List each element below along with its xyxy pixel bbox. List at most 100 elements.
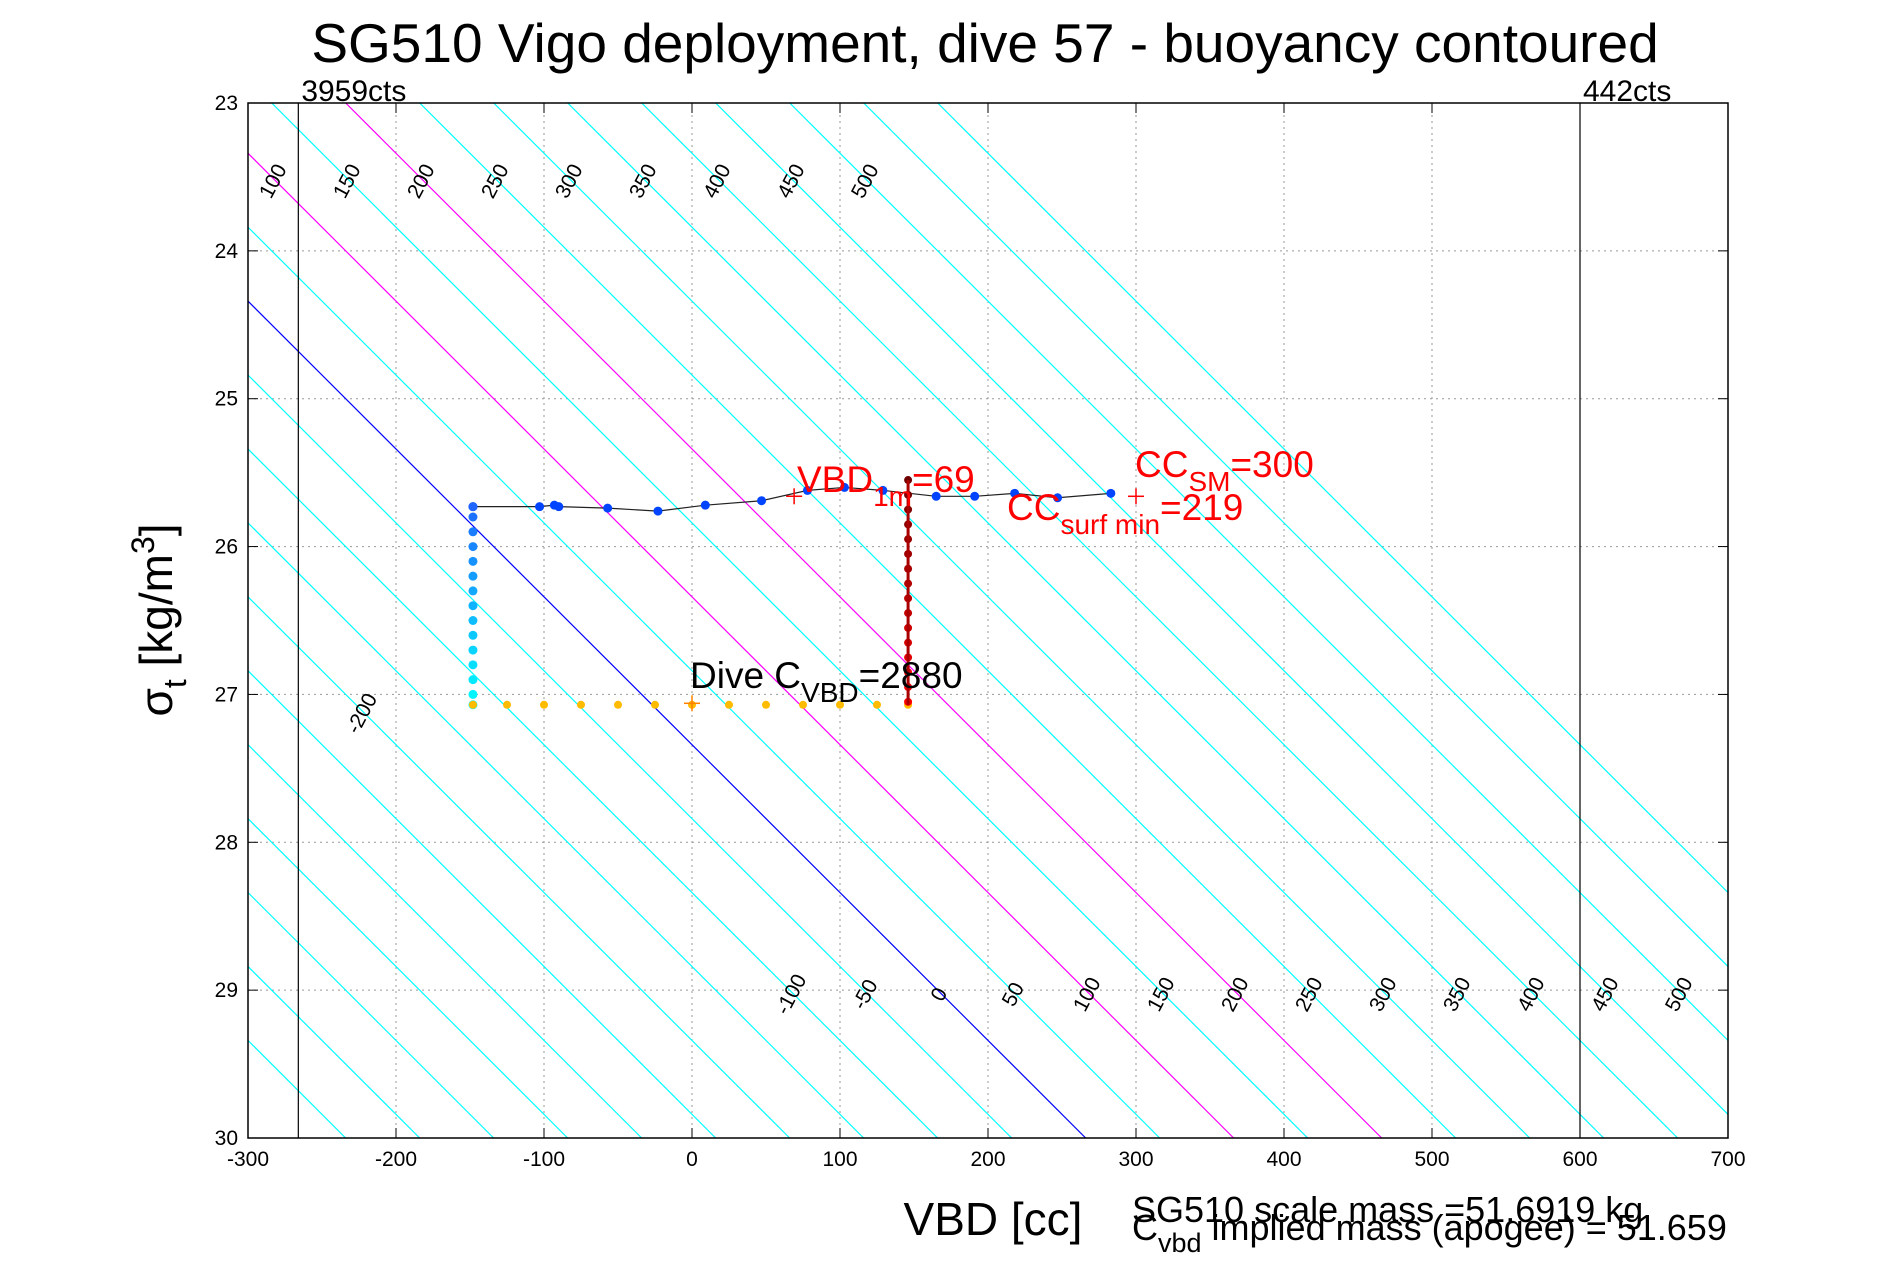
y-tick-label: 24: [215, 240, 239, 263]
footer-implied-mass: Cvbd implied mass (apogee) = 51.659: [1132, 1207, 1727, 1258]
bottom-point: [873, 700, 881, 709]
cc-sm-value: =300: [1230, 444, 1313, 485]
cc-surf-main: CC: [1007, 487, 1060, 528]
dive-point: [931, 491, 941, 501]
contour-line: [248, 448, 939, 1138]
y-axis-label-symbol: σ: [130, 688, 182, 716]
footer-scale-mass: SG510 scale mass =51.6919 kg: [1132, 1189, 1643, 1230]
climb-point: [468, 542, 478, 552]
dive-point: [1053, 493, 1063, 503]
dive-point: [653, 506, 663, 516]
contour-line: [248, 595, 791, 1138]
contour-line: [345, 103, 1383, 1138]
climb-point: [468, 527, 478, 537]
climb-point: [468, 512, 478, 522]
climb-point: [468, 586, 478, 596]
annotation-cc-sm: CCSM=300: [1135, 444, 1314, 497]
dive-point: [970, 491, 980, 501]
bottom-point: [614, 700, 622, 709]
dive-point: [554, 502, 564, 512]
x-tick-label: 300: [1118, 1148, 1153, 1171]
x-ticks: -300 -200 -100 0 100 200 300 400 500 600 700: [227, 103, 1746, 1171]
y-axis-label-sub: t: [157, 679, 193, 688]
climb-point: [468, 571, 478, 581]
implied-rest: implied mass (apogee) = 51.659: [1202, 1207, 1727, 1248]
x-tick-label: 700: [1710, 1148, 1745, 1171]
y-tick-label: 29: [215, 979, 238, 1002]
bottom-point: [836, 700, 844, 709]
implied-main: C: [1132, 1207, 1158, 1248]
x-tick-label: -200: [375, 1148, 417, 1171]
contour-line: [248, 891, 495, 1138]
y-tick-label: 23: [215, 92, 238, 115]
x-tick-label: -300: [227, 1148, 269, 1171]
x-tick-label: 200: [970, 1148, 1005, 1171]
chart-title: SG510 Vigo deployment, dive 57 - buoyanc…: [311, 12, 1658, 74]
contour-line: [789, 103, 1728, 1042]
dive-trace: [468, 476, 1116, 710]
vbd-1m-main: VBD: [797, 459, 873, 500]
x-tick-label: -100: [523, 1148, 565, 1171]
contour-line: [248, 374, 1013, 1138]
cc-sm-main: CC: [1135, 444, 1188, 485]
bottom-point: [762, 700, 770, 709]
y-axis-label-sup: 3: [125, 536, 161, 554]
contour-line: [567, 103, 1605, 1138]
contour-line: [271, 103, 1309, 1138]
climb-point: [468, 689, 478, 699]
vbd-1m-sub: 1m: [873, 481, 912, 512]
y-ticks: 23 24 25 26 27 28 29 30: [215, 92, 1728, 1150]
grid: [248, 103, 1728, 1138]
x-tick-label: 600: [1562, 1148, 1597, 1171]
cc-surf-sub: surf min: [1060, 509, 1160, 540]
contour-line: [641, 103, 1679, 1138]
annotation-dive-c-vbd: Dive CVBD=2880: [690, 655, 963, 708]
bottom-point: [503, 700, 511, 709]
dive-point: [878, 485, 888, 495]
cc-surf-value: =219: [1160, 487, 1243, 528]
markers: [684, 488, 1144, 712]
climb-point: [468, 645, 478, 655]
y-tick-label: 26: [215, 536, 238, 559]
y-axis-label: σt [kg/m3]: [125, 523, 193, 716]
cc-sm-sub: SM: [1188, 466, 1230, 497]
x-tick-label: 100: [822, 1148, 857, 1171]
climb-point: [468, 556, 478, 566]
x-tick-label: 500: [1414, 1148, 1449, 1171]
x-axis-label: VBD [cc]: [904, 1193, 1083, 1245]
annotation-vbd-1m: VBD1m=69: [797, 459, 975, 512]
dive-c-main: Dive C: [690, 655, 801, 696]
y-tick-label: 30: [215, 1127, 238, 1150]
vbd-1m-value: =69: [912, 459, 975, 500]
bottom-point: [540, 700, 548, 709]
y-axis-label-close: ]: [130, 523, 182, 536]
contour-line: [248, 152, 1235, 1138]
annotation-cc-surf-min: CCsurf min=219: [1007, 487, 1243, 540]
bottom-point: [577, 700, 585, 709]
climb-point: [468, 630, 478, 640]
bottom-point: [725, 700, 733, 709]
dive-point: [802, 485, 812, 495]
bottom-point: [468, 700, 477, 709]
climb-point: [468, 616, 478, 625]
contour-line: [248, 817, 569, 1138]
dive-point: [757, 496, 767, 506]
bottom-point: [799, 700, 807, 709]
climb-point: [468, 660, 478, 670]
buoyancy-contours: [248, 103, 1728, 1138]
dive-point: [1106, 488, 1116, 498]
implied-sub: vbd: [1158, 1228, 1202, 1258]
contour-line: [937, 103, 1728, 894]
dive-point: [603, 503, 613, 513]
contour-line: [493, 103, 1531, 1138]
dive-point: [1010, 488, 1020, 498]
contour-line: [715, 103, 1728, 1116]
dive-c-sub: VBD: [801, 677, 859, 708]
dive-c-value: =2880: [859, 655, 963, 696]
climb-point: [468, 675, 478, 685]
y-tick-label: 25: [215, 388, 238, 411]
contour-line: [248, 522, 865, 1138]
contour-line: [248, 669, 717, 1138]
x-tick-label: 400: [1266, 1148, 1301, 1171]
